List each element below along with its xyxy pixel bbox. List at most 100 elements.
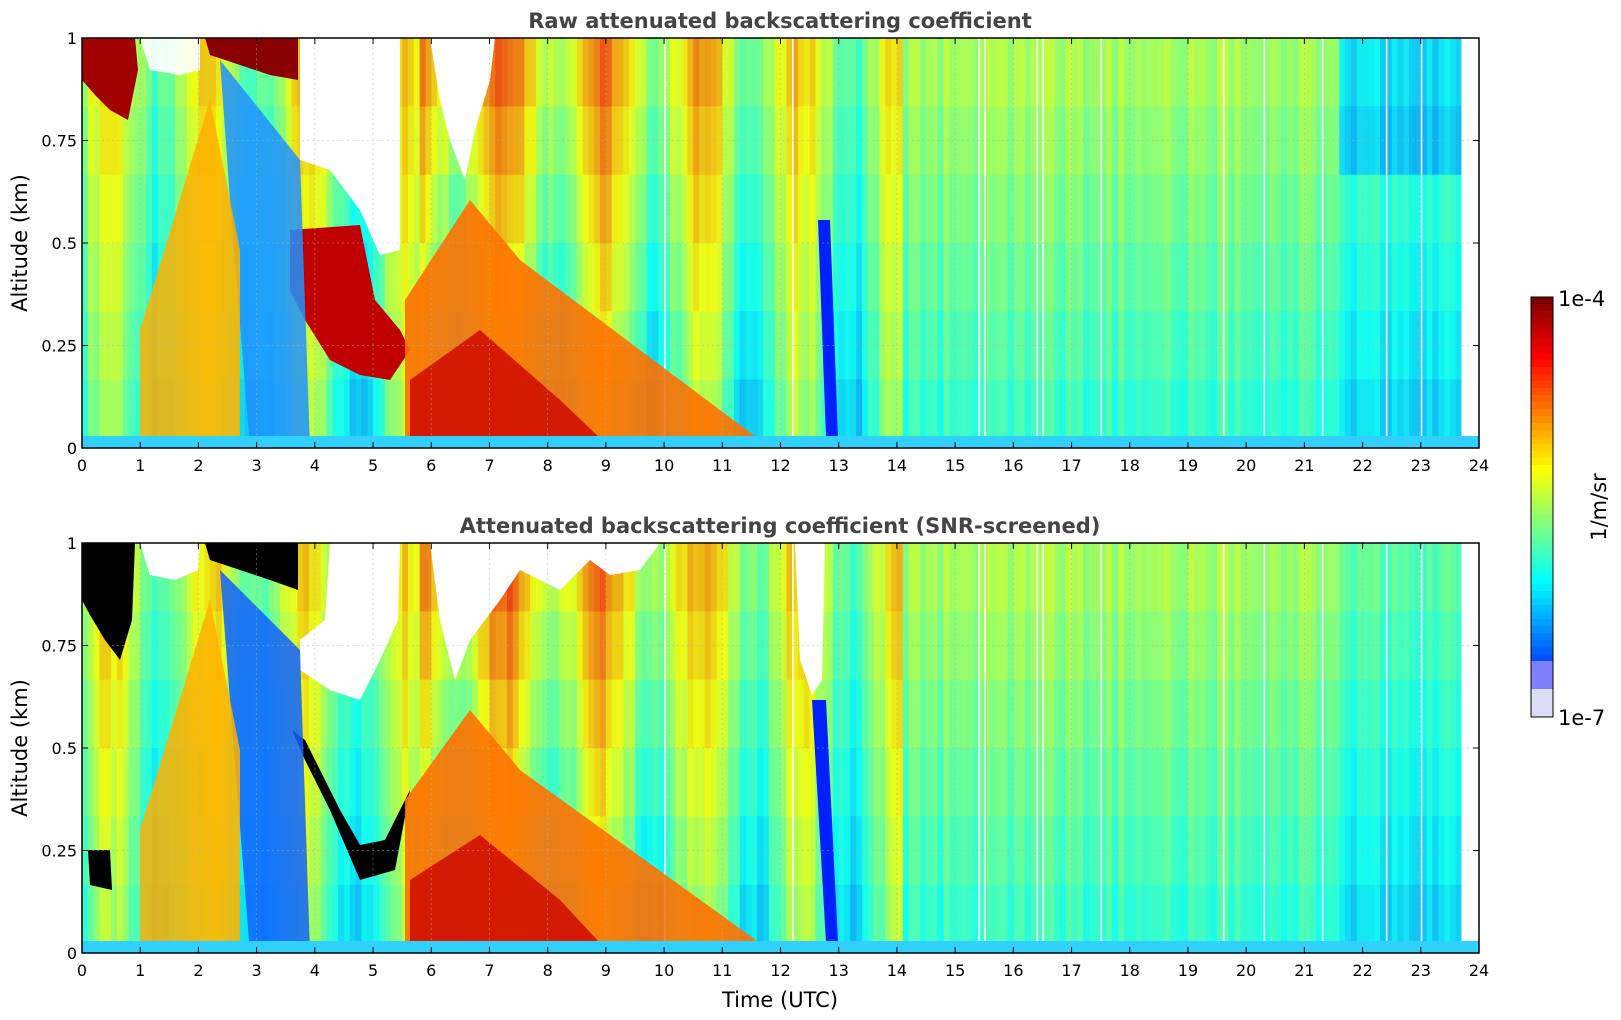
x-tick-label: 17 [1061,961,1081,980]
heatmap-cell [1135,543,1142,612]
heatmap-cell [751,816,758,886]
heatmap-cell [1350,748,1358,817]
heatmap-cell [1048,611,1055,681]
heatmap-cell [1310,884,1317,953]
heatmap-cell [1118,106,1125,176]
heatmap-cell [896,174,904,244]
heatmap-cell [664,543,671,612]
heatmap-cell [699,38,706,107]
heatmap-cell [1310,38,1317,107]
heatmap-cell [570,38,578,107]
x-tick-label: 24 [1469,961,1489,980]
heatmap-cell [710,38,718,107]
heatmap-cell [1397,243,1404,312]
heatmap-cell [995,884,1003,953]
heatmap-cell [576,748,584,817]
heatmap-cell [984,38,991,107]
heatmap-cell [652,543,659,612]
heatmap-cell [821,611,828,681]
heatmap-cell [652,174,659,244]
heatmap-cell [437,611,444,681]
heatmap-cell [116,748,124,817]
heatmap-cell [1065,174,1073,244]
heatmap-cell [570,106,578,176]
heatmap-cell [1129,243,1137,312]
heatmap-cell [1391,311,1399,381]
heatmap-cell [1036,816,1044,886]
heatmap-cell [122,748,130,817]
heatmap-cell [553,679,560,749]
heatmap-cell [1339,174,1346,244]
heatmap-cell [920,174,927,244]
heatmap-cell [157,174,165,244]
heatmap-cell [669,174,677,244]
heatmap-cell [745,174,752,244]
heatmap-cell [146,679,153,749]
heatmap-cell [140,679,147,749]
colorbar-band [1531,696,1553,704]
panel-raw-grid [82,38,1479,448]
heatmap-cell [1385,106,1393,176]
heatmap-cell [832,311,840,381]
heatmap-cell [1240,679,1247,749]
heatmap-cell [588,679,595,749]
heatmap-cell [576,106,584,176]
heatmap-cell [477,174,485,244]
heatmap-cell [1007,679,1014,749]
heatmap-cell [1426,748,1434,817]
heatmap-cell [891,816,898,886]
heatmap-cell [1083,884,1090,953]
heatmap-cell [861,174,869,244]
heatmap-cell [1019,679,1026,749]
heatmap-cell [1368,884,1375,953]
heatmap-cell [861,243,869,312]
heatmap-cell [1449,174,1457,244]
heatmap-cell [623,679,630,749]
heatmap-cell [244,543,252,612]
heatmap-cell [1391,543,1399,612]
colorbar-band [1531,437,1553,445]
heatmap-cell [1059,543,1067,612]
heatmap-cell [844,543,851,612]
heatmap-cell [1333,174,1340,244]
heatmap-cell [943,174,950,244]
heatmap-cell [1432,816,1439,886]
heatmap-cell [1339,543,1346,612]
heatmap-cell [634,679,642,749]
heatmap-cell [652,748,659,817]
heatmap-cell [1123,379,1131,448]
heatmap-cell [1042,106,1049,176]
heatmap-cell [1316,379,1323,448]
heatmap-cell [1298,816,1305,886]
heatmap-cell [1298,679,1305,749]
heatmap-cell [832,543,840,612]
heatmap-cell [885,38,892,107]
heatmap-cell [1362,379,1369,448]
heatmap-cell [1071,38,1078,107]
heatmap-cell [1414,243,1422,312]
heatmap-cell [1420,174,1428,244]
heatmap-cell [1001,106,1009,176]
heatmap-cell [1246,611,1253,681]
heatmap-cell [763,38,770,107]
heatmap-cell [378,379,386,448]
heatmap-cell [867,543,875,612]
heatmap-cell [1321,816,1329,886]
heatmap-cell [978,611,985,681]
heatmap-cell [1455,38,1463,107]
heatmap-cell [774,38,782,107]
heatmap-cell [588,174,595,244]
heatmap-cell [990,543,997,612]
x-tick-label: 15 [945,961,965,980]
heatmap-cell [1182,379,1189,448]
heatmap-cell [1368,748,1375,817]
heatmap-cell [1333,379,1340,448]
heatmap-cell [978,38,985,107]
heatmap-cell [955,379,962,448]
feature-screened-black-top-left [82,543,135,660]
heatmap-cell [949,543,956,612]
heatmap-cell [745,243,752,312]
heatmap-cell [87,174,95,244]
heatmap-cell [1205,38,1212,107]
heatmap-cell [687,38,694,107]
